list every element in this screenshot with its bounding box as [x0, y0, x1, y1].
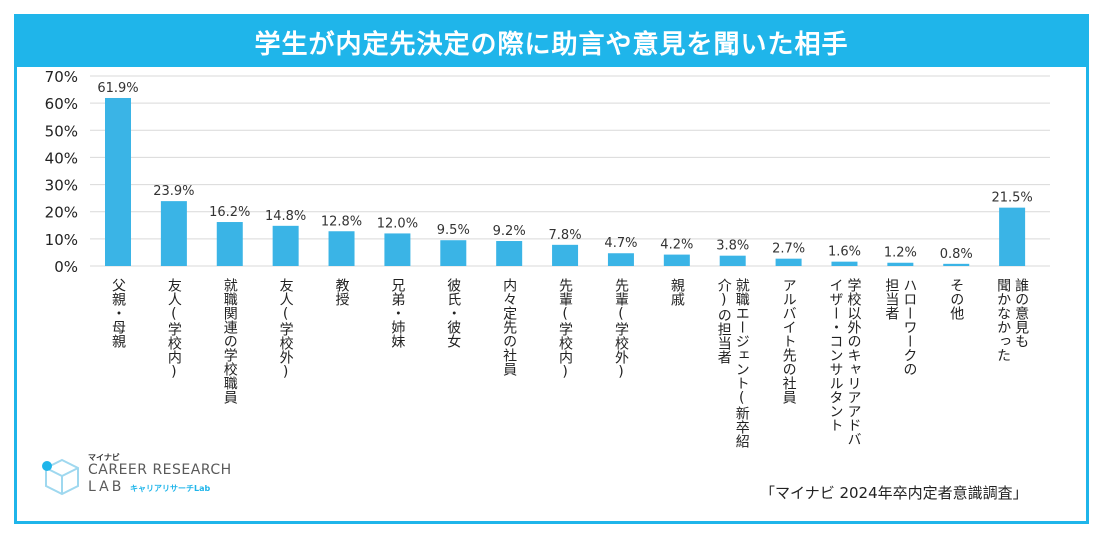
category-label: 担当者: [883, 278, 899, 320]
data-label: 14.8%: [265, 209, 306, 224]
y-tick-label: 60%: [45, 95, 78, 113]
category-label: ハローワークの: [901, 278, 917, 376]
data-label: 9.5%: [437, 223, 470, 238]
chart-frame: 学生が内定先決定の際に助言や意見を聞いた相手: [14, 14, 1089, 524]
category-label: 先輩(学校内): [557, 278, 573, 380]
logo-brand-small: マイナビ: [88, 453, 120, 462]
data-label: 23.9%: [153, 184, 194, 199]
bar: [328, 231, 355, 266]
bar: [272, 225, 299, 266]
bar: [160, 201, 187, 266]
data-label: 9.2%: [493, 224, 526, 239]
category-label: 友人(学校外): [278, 278, 294, 380]
data-label: 7.8%: [549, 228, 582, 243]
data-label: 21.5%: [991, 191, 1032, 206]
bars: [105, 97, 1026, 266]
category-label: 介)の担当者: [716, 278, 732, 364]
bar: [887, 262, 914, 266]
category-label: 親戚: [669, 278, 685, 306]
bar: [943, 263, 970, 266]
category-label: アルバイト先の社員: [781, 278, 797, 404]
career-research-lab-logo: マイナビ CAREER RESEARCH LAB キャリアリサーチLab: [40, 452, 240, 502]
bar: [663, 254, 690, 266]
y-axis: 0% 10% 20% 30% 40% 50% 60% 70%: [45, 68, 78, 276]
data-label: 3.8%: [716, 239, 749, 254]
y-tick-label: 0%: [54, 258, 78, 276]
category-label: 聞かなかった: [995, 278, 1011, 362]
data-label: 0.8%: [940, 247, 973, 262]
y-tick-label: 30%: [45, 177, 78, 195]
bar: [552, 244, 579, 266]
y-tick-label: 70%: [45, 68, 78, 86]
category-label: 就職エージェント(新卒紹: [734, 278, 750, 448]
category-label: その他: [948, 278, 964, 321]
y-tick-label: 40%: [45, 149, 78, 167]
data-label: 12.8%: [321, 214, 362, 229]
y-tick-label: 20%: [45, 204, 78, 222]
logo-lab-text: LAB: [88, 479, 125, 495]
data-label: 2.7%: [772, 242, 805, 257]
category-label: イザー・コンサルタント: [827, 278, 843, 432]
logo-main-text: CAREER RESEARCH: [88, 462, 232, 478]
category-label: 学校以外のキャリアアドバ: [845, 278, 861, 446]
category-label: 先輩(学校外): [613, 278, 629, 380]
category-label: 教授: [334, 278, 350, 306]
data-label: 4.2%: [660, 238, 693, 253]
category-label: 兄弟・姉妹: [389, 278, 405, 348]
title-bar: 学生が内定先決定の際に助言や意見を聞いた相手: [17, 17, 1086, 67]
data-label: 16.2%: [209, 205, 250, 220]
data-label: 1.6%: [828, 245, 861, 260]
data-label: 1.2%: [884, 246, 917, 261]
category-label: 彼氏・彼女: [445, 278, 461, 348]
bar: [105, 97, 131, 266]
source-note: 「マイナビ 2024年卒内定者意識調査」: [760, 484, 1028, 502]
data-label: 61.9%: [97, 81, 138, 96]
category-label: 友人(学校内): [166, 278, 182, 380]
bar: [999, 207, 1026, 266]
bar: [775, 258, 802, 266]
bar: [440, 240, 467, 266]
y-tick-label: 50%: [45, 122, 78, 140]
x-axis-categories: 父親・母親 友人(学校内) 就職関連の学校職員 友人(学校外) 教授 兄弟・姉妹 彼氏・彼女…: [110, 278, 1029, 448]
bar: [831, 261, 858, 266]
y-tick-label: 10%: [45, 231, 78, 249]
cube-logo-icon: [42, 458, 79, 496]
chart-title: 学生が内定先決定の際に助言や意見を聞いた相手: [254, 29, 849, 60]
category-label: 誰の意見も: [1013, 278, 1029, 348]
category-label: 内々定先の社員: [501, 278, 517, 376]
bar: [719, 255, 746, 266]
data-label: 4.7%: [604, 236, 637, 251]
bar: [216, 222, 243, 266]
category-label: 就職関連の学校職員: [222, 278, 238, 404]
bar: [607, 253, 634, 266]
bar: [384, 233, 411, 266]
logo-sub-text: キャリアリサーチLab: [130, 484, 211, 493]
data-label: 12.0%: [377, 216, 418, 231]
data-labels: 61.9% 23.9% 16.2% 14.8% 12.8% 12.0% 9.5% 9.2% 7.…: [97, 81, 1032, 262]
bar: [496, 241, 523, 266]
category-label: 父親・母親: [110, 278, 126, 349]
